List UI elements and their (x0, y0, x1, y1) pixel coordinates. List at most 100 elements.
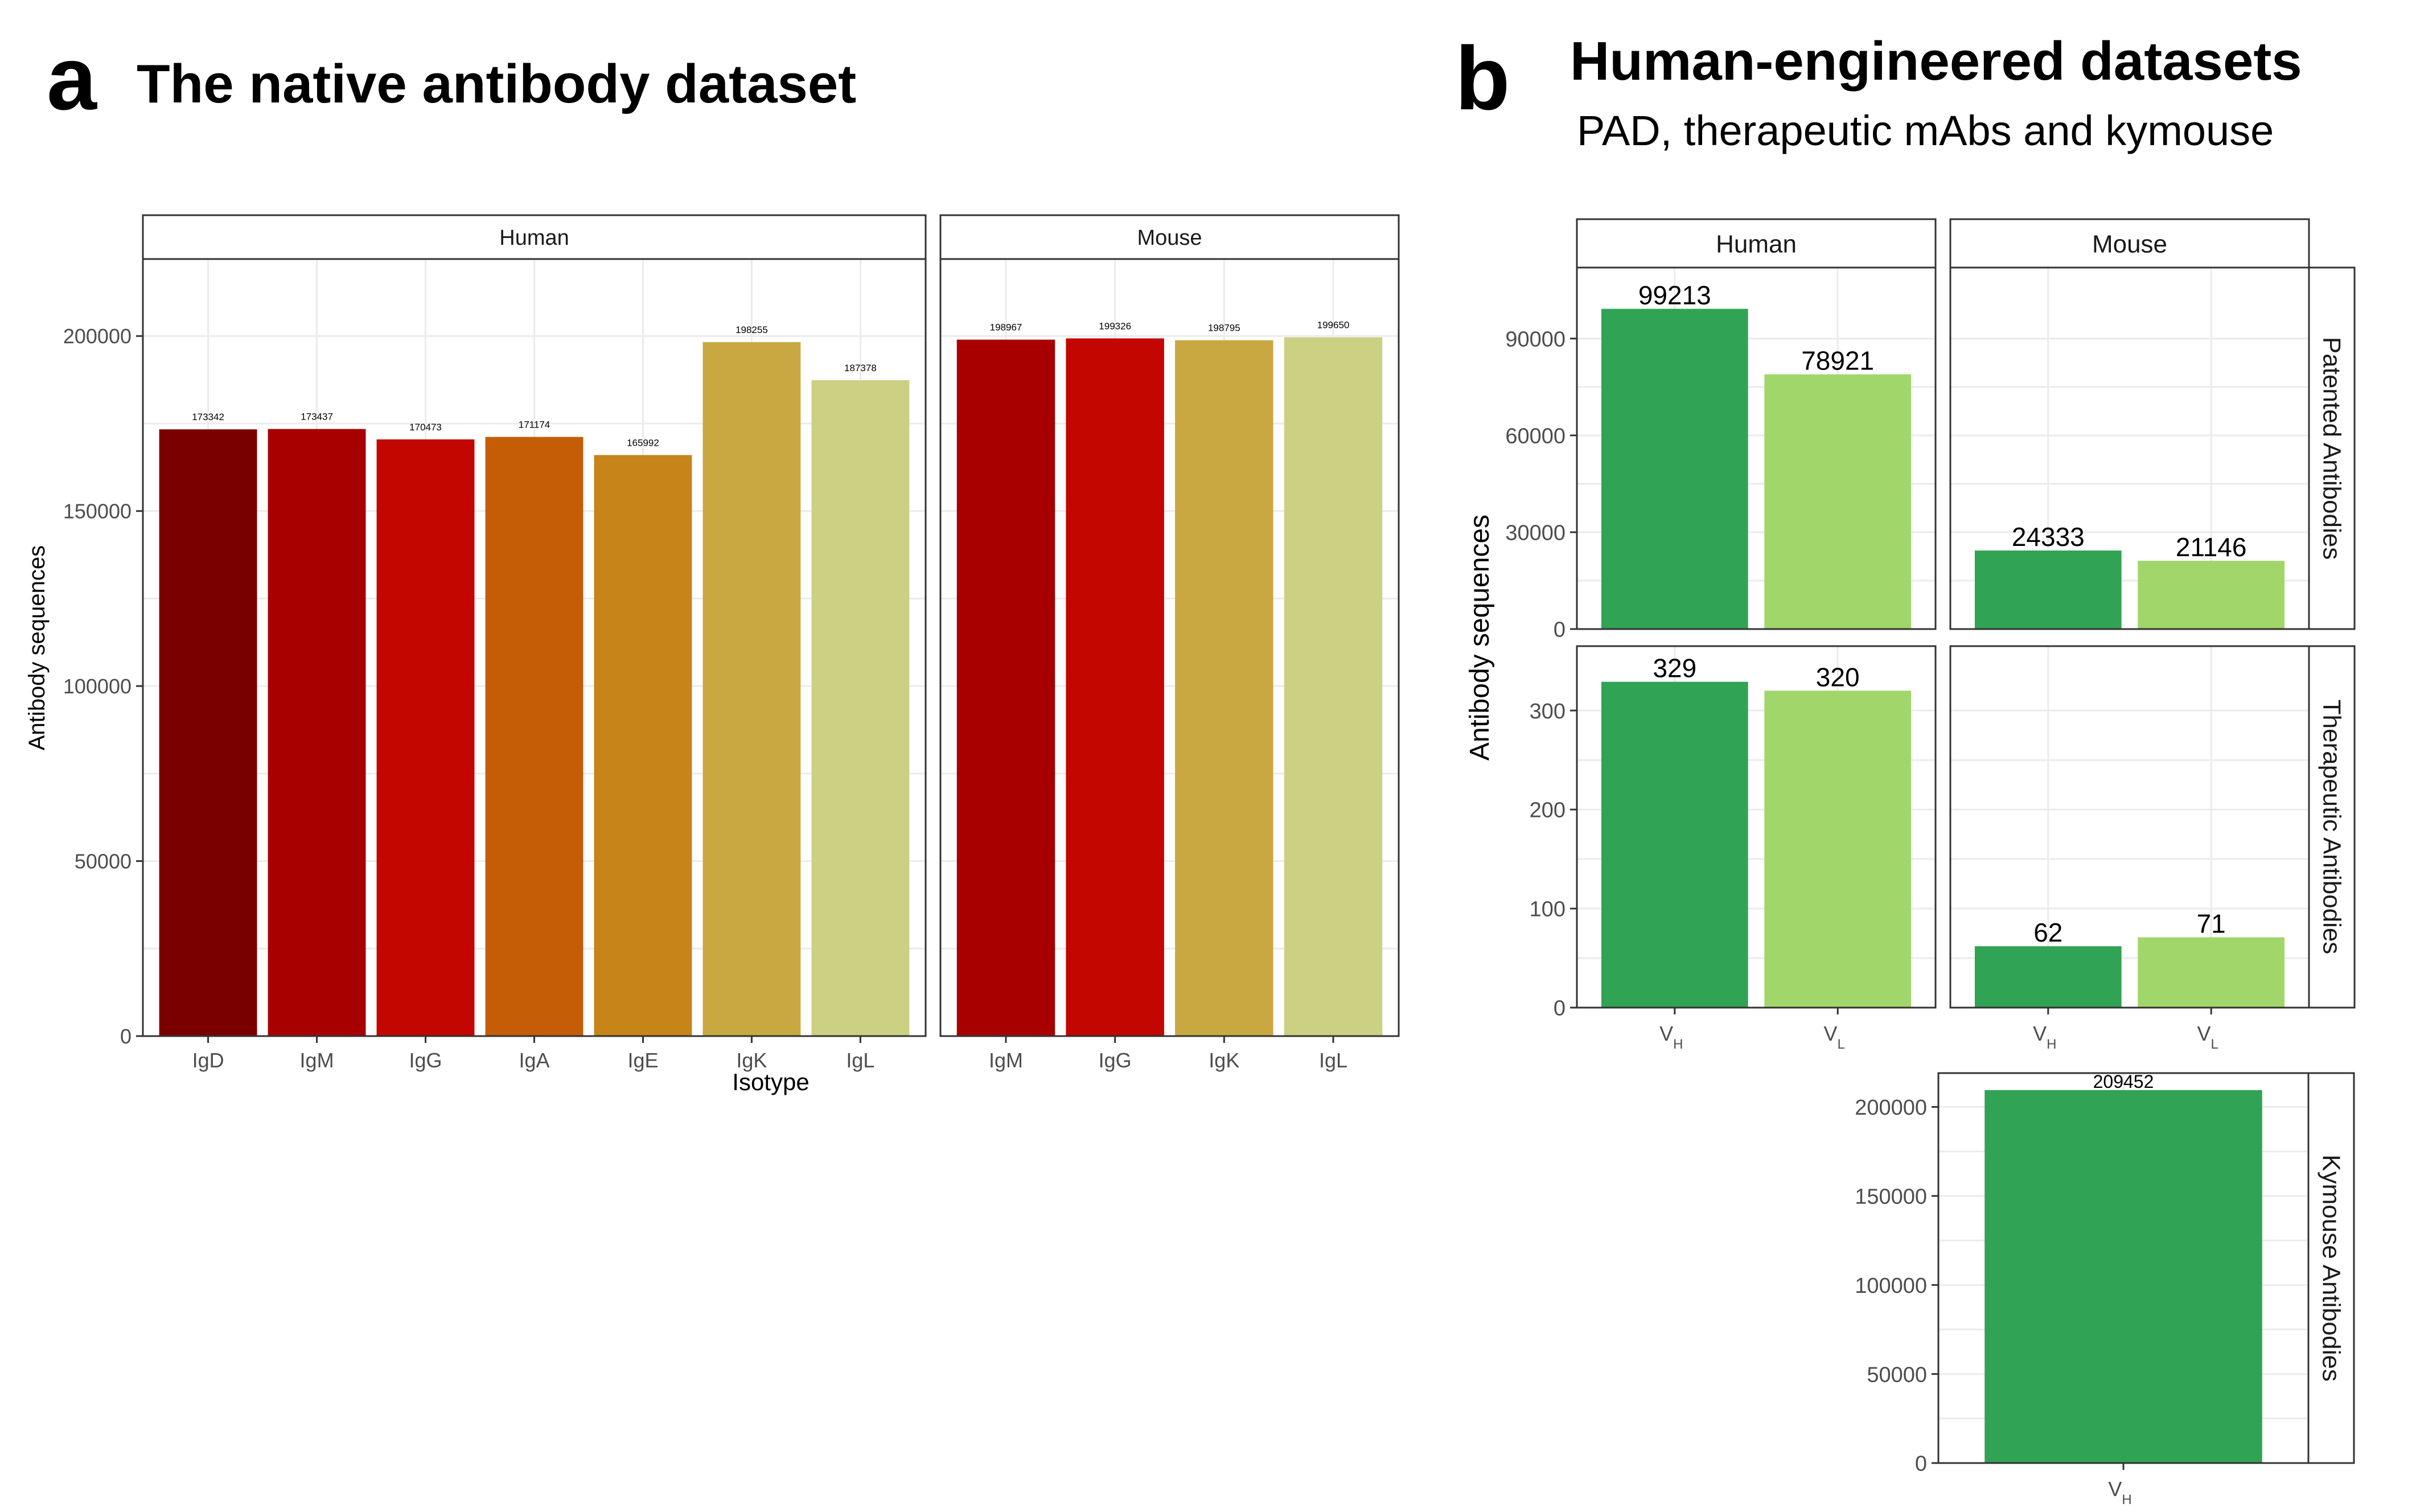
facet-strip (2307, 1072, 2355, 1464)
facet-label: Kymouse Antibodies (2318, 1154, 2345, 1382)
data-label: 198795 (1208, 323, 1240, 334)
plot-frame (142, 258, 927, 1037)
bar (1984, 1090, 2262, 1463)
bar (485, 437, 584, 1036)
y-tick-label: 50000 (1867, 1363, 1927, 1387)
bar (1974, 946, 2122, 1008)
y-tick-label: 0 (1915, 1452, 1927, 1476)
bar (159, 429, 257, 1037)
bar (594, 455, 692, 1036)
engineered-chart: Human Mouse992137892103000060000900002433… (1465, 218, 2356, 1507)
facet-strip (2308, 645, 2356, 1009)
data-label: 199650 (1317, 319, 1350, 330)
data-label: 78921 (1801, 346, 1874, 376)
panel-b-subtitle: PAD, therapeutic mAbs and kymouse (1577, 107, 2274, 154)
data-label: 198967 (990, 322, 1022, 333)
facet-strip (2308, 266, 2356, 630)
bar (2138, 937, 2285, 1008)
bar (956, 339, 1055, 1036)
x-tick-label: VL (2197, 1022, 2218, 1052)
plot-frame (1576, 266, 1937, 630)
y-axis-title: Antibody sequences (1465, 515, 1495, 761)
facet-strip (939, 214, 1400, 260)
data-label: 165992 (627, 437, 659, 448)
x-tick-label: IgG (409, 1049, 442, 1072)
plot-frame (1576, 645, 1937, 1009)
y-tick-label: 0 (1554, 618, 1566, 642)
x-tick-label: VH (2033, 1022, 2056, 1052)
bar (811, 380, 910, 1036)
bar (376, 439, 475, 1036)
data-label: 21146 (2176, 532, 2247, 562)
bar (1175, 340, 1273, 1036)
x-tick-label: IgA (519, 1049, 549, 1072)
facet-label: Human (1716, 230, 1797, 258)
x-tick-label: IgE (627, 1049, 658, 1072)
x-tick-label: IgG (1099, 1049, 1132, 1072)
facet-label: Patented Antibodies (2318, 337, 2346, 560)
data-label: 173342 (192, 412, 224, 422)
x-tick-label: IgM (989, 1049, 1023, 1072)
bar (1974, 550, 2122, 629)
x-tick-label: IgD (192, 1049, 224, 1072)
bar (1066, 338, 1164, 1036)
x-tick-label: VH (1659, 1022, 1683, 1052)
x-tick-label: VL (1823, 1022, 1844, 1052)
panel-a-title: The native antibody dataset (137, 54, 856, 114)
y-tick-label: 100000 (63, 675, 132, 698)
bar (2138, 561, 2285, 629)
data-label: 171174 (519, 420, 550, 430)
facet-strip (1949, 218, 2310, 269)
data-label: 173437 (301, 412, 333, 422)
y-tick-label: 0 (120, 1025, 132, 1048)
bar (1764, 691, 1912, 1008)
x-tick-label: IgM (300, 1049, 334, 1072)
panel-b-title: Human-engineered datasets (1570, 31, 2302, 92)
y-tick-label: 200000 (63, 324, 132, 348)
data-label: 198255 (736, 324, 768, 335)
native-chart: Human 173342 IgD 173437 IgM 170473 IgG 171174 Ig… (24, 214, 1400, 1095)
plot-frame (939, 258, 1400, 1037)
panel-a-letter: a (47, 28, 97, 129)
facet-strip (1576, 218, 1937, 269)
x-tick-label: VH (2108, 1477, 2131, 1507)
y-tick-label: 30000 (1505, 521, 1566, 545)
data-label: 24333 (2012, 522, 2085, 552)
data-label: 209452 (2093, 1071, 2154, 1092)
data-label: 62 (2033, 918, 2062, 947)
data-label: 320 (1816, 662, 1860, 692)
panel-b-letter: b (1455, 28, 1510, 129)
bar (1601, 681, 1748, 1008)
x-tick-label: IgL (1319, 1049, 1347, 1072)
facet-label: Mouse (2092, 230, 2167, 258)
facet-strip (142, 214, 927, 260)
y-tick-label: 150000 (1855, 1185, 1927, 1209)
y-tick-label: 300 (1530, 700, 1566, 724)
facet-label: Human (499, 226, 569, 250)
bar (268, 429, 366, 1036)
bar (1284, 337, 1383, 1036)
data-label: 187378 (844, 363, 877, 373)
data-label: 99213 (1638, 280, 1711, 310)
bar (1764, 374, 1912, 629)
bar (1601, 309, 1748, 629)
y-tick-label: 200 (1530, 799, 1566, 823)
x-tick-label: IgL (846, 1049, 874, 1072)
data-label: 329 (1653, 654, 1696, 683)
y-tick-label: 90000 (1505, 327, 1566, 351)
data-label: 199326 (1099, 321, 1131, 331)
bar (702, 342, 801, 1036)
data-label: 170473 (409, 422, 442, 433)
x-tick-label: IgK (736, 1049, 767, 1072)
y-tick-label: 60000 (1505, 425, 1566, 449)
x-axis-title: Isotype (732, 1069, 809, 1095)
x-tick-label: IgK (1209, 1049, 1239, 1072)
y-axis-title: Antibody sequences (24, 545, 50, 750)
facet-label: Therapeutic Antibodies (2318, 700, 2346, 955)
y-tick-label: 150000 (63, 500, 132, 523)
y-tick-label: 50000 (75, 850, 132, 873)
y-tick-label: 0 (1554, 997, 1566, 1021)
y-tick-label: 100000 (1855, 1274, 1927, 1298)
facet-label: Mouse (1137, 226, 1202, 250)
